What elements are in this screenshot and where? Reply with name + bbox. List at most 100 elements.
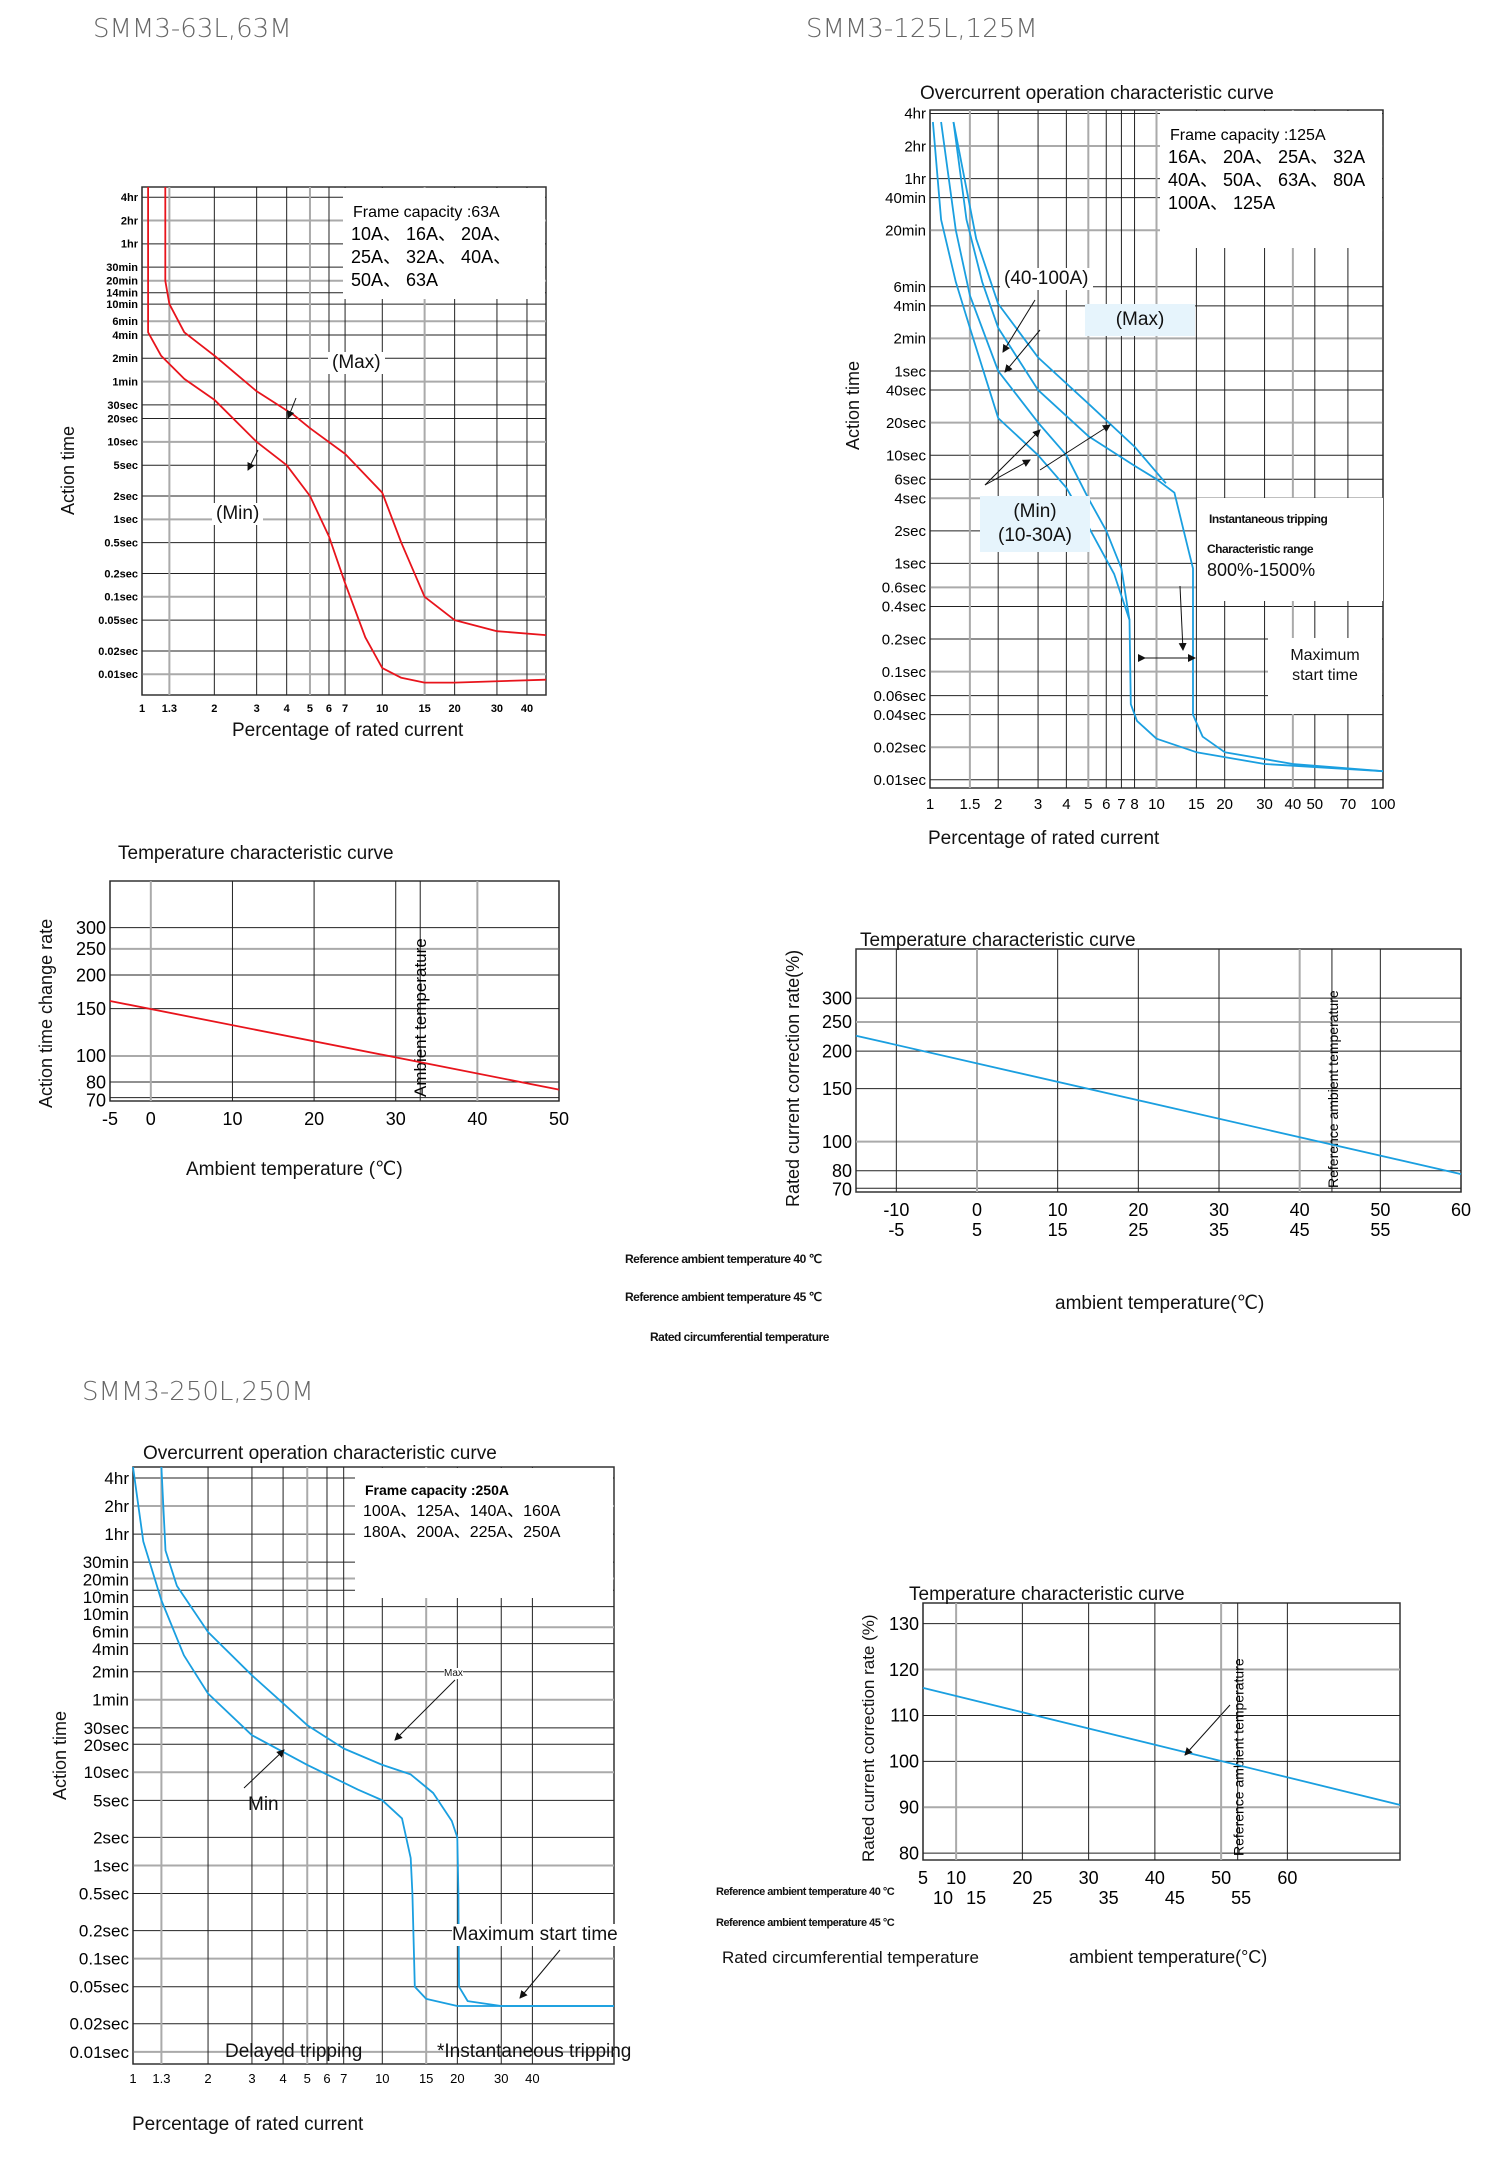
y-tick-label: 2sec xyxy=(114,491,138,503)
x-tick-label: 6 xyxy=(326,703,332,715)
c5-instant-label: *Instantaneous tripping xyxy=(437,2041,632,2062)
y-tick-label: 6min xyxy=(893,279,926,296)
reference-temperature-label: Reference ambient temperature xyxy=(1231,1658,1247,1856)
x-tick-label: 10 xyxy=(222,1109,242,1129)
x-tick-label: 2 xyxy=(994,796,1002,813)
y-tick-label: 4hr xyxy=(121,192,139,204)
y-tick-label: 300 xyxy=(822,988,852,1008)
frame-capacity-heading: Frame capacity :250A xyxy=(365,1482,509,1498)
x-tick-label: 15 xyxy=(418,703,430,715)
y-tick-label: 10min xyxy=(106,299,138,311)
x-tick-label-secondary: -5 xyxy=(888,1220,904,1240)
x-tick-label: 15 xyxy=(1188,796,1205,813)
c2-xlabel: Percentage of rated current xyxy=(928,828,1160,849)
x-tick-label: 0 xyxy=(146,1109,156,1129)
t3-series-0 xyxy=(922,1687,1401,1806)
x-tick-label: 7 xyxy=(342,703,348,715)
x-tick-label: 70 xyxy=(1340,796,1357,813)
c2-instant-box: Instantaneous tripping Characteristic ra… xyxy=(1197,498,1383,601)
t2-note-rated: Rated circumferential temperature xyxy=(650,1330,829,1344)
reference-temperature-label: Ambient temperature xyxy=(411,938,430,1097)
y-tick-label: 100 xyxy=(822,1132,852,1152)
y-tick-label: 0.02sec xyxy=(69,2015,129,2034)
t3-xlabel: ambient temperature(°C) xyxy=(1069,1947,1268,1967)
c5-delayed-label: Delayed tripping xyxy=(225,2041,363,2062)
x-tick-label: 6 xyxy=(1102,796,1110,813)
y-tick-label: 0.01sec xyxy=(873,772,926,789)
x-tick-label-secondary: 35 xyxy=(1099,1888,1119,1908)
x-tick-label: 4 xyxy=(279,2071,286,2086)
t1-title: Temperature characteristic curve xyxy=(118,843,394,864)
frame-capacity-heading: Frame capacity :125A xyxy=(1170,127,1326,144)
y-tick-label: 250 xyxy=(822,1012,852,1032)
y-tick-label: 20sec xyxy=(107,413,138,425)
c5-series-Min xyxy=(132,1466,614,2007)
frame-capacity-line: 40A、 50A、 63A、 80A xyxy=(1168,170,1365,190)
y-tick-label: 0.02sec xyxy=(873,739,926,756)
c2-min-text: (Min) xyxy=(1013,501,1057,522)
t2-ylabel: Rated current correction rate(%) xyxy=(783,949,803,1207)
y-tick-label: 2sec xyxy=(93,1828,129,1847)
x-tick-label: 5 xyxy=(307,703,313,715)
t2-series-0 xyxy=(855,1034,1462,1175)
x-tick-label: -10 xyxy=(883,1200,909,1220)
y-tick-label: 1min xyxy=(92,1691,129,1710)
c5-series-Max xyxy=(160,1466,614,2007)
t1-series-0 xyxy=(109,1000,560,1091)
y-tick-label: 0.01sec xyxy=(98,669,138,681)
c1-xlabel: Percentage of rated current xyxy=(232,720,464,741)
x-tick-label: 40 xyxy=(1290,1200,1310,1220)
y-tick-label: 300 xyxy=(76,918,106,938)
c1-series-(Max) xyxy=(164,187,547,636)
y-tick-label: 1sec xyxy=(93,1856,129,1875)
plot-frame xyxy=(855,948,1462,1193)
c2-series-2 xyxy=(952,121,1384,773)
y-tick-label: 4sec xyxy=(894,491,926,508)
x-tick-label: 2 xyxy=(211,703,217,715)
y-tick-label: 2hr xyxy=(121,215,139,227)
y-tick-label: 110 xyxy=(890,1706,919,1726)
y-tick-label: 0.2sec xyxy=(882,631,927,648)
y-tick-label: 2min xyxy=(893,331,926,348)
x-tick-label: 5 xyxy=(1084,796,1092,813)
c2-ylabel: Action time xyxy=(843,360,863,450)
y-tick-label: 30sec xyxy=(107,400,138,412)
y-tick-label: 4min xyxy=(92,1640,129,1659)
x-tick-label-secondary: 45 xyxy=(1290,1220,1310,1240)
x-tick-label: 30 xyxy=(491,703,503,715)
y-tick-label: 4min xyxy=(112,330,138,342)
frame-capacity-box xyxy=(355,1468,613,1598)
y-tick-label: 20sec xyxy=(84,1736,130,1755)
x-tick-label: 20 xyxy=(449,703,461,715)
x-tick-label-secondary: 5 xyxy=(972,1220,982,1240)
y-tick-label: 2hr xyxy=(104,1497,129,1516)
x-tick-label: 50 xyxy=(1370,1200,1390,1220)
model-title-125: SMM3-125L,125M xyxy=(806,14,1038,44)
frame-capacity-line: 180A、200A、225A、250A xyxy=(363,1524,561,1541)
frame-capacity-line: 100A、125A、140A、160A xyxy=(363,1503,561,1520)
c1-min-label: (Min) xyxy=(212,503,264,525)
frame-capacity-line: 16A、 20A、 25A、 32A xyxy=(1168,147,1365,167)
x-tick-label: 60 xyxy=(1277,1868,1297,1888)
y-tick-label: 10min xyxy=(83,1588,129,1607)
y-tick-label: 2sec xyxy=(894,523,926,540)
plot-frame xyxy=(109,880,560,1102)
x-tick-label: 1.3 xyxy=(162,703,177,715)
c5-title: Overcurrent operation characteristic cur… xyxy=(143,1443,497,1464)
y-tick-label: 20sec xyxy=(886,415,927,432)
c2-char-range-value: 800%-1500% xyxy=(1207,560,1316,580)
frame-capacity-box xyxy=(343,188,545,299)
y-tick-label: 0.02sec xyxy=(98,646,138,658)
y-tick-label: 6min xyxy=(112,316,138,328)
model-title-250: SMM3-250L,250M xyxy=(82,1377,314,1407)
x-tick-label-secondary: 35 xyxy=(1209,1220,1229,1240)
y-tick-label: 120 xyxy=(889,1660,919,1680)
frame-capacity-box xyxy=(1160,111,1382,248)
y-tick-label: 0.2sec xyxy=(79,1922,130,1941)
x-tick-label: 30 xyxy=(1079,1868,1099,1888)
y-tick-label: 90 xyxy=(899,1798,919,1818)
x-tick-label: 30 xyxy=(1209,1200,1229,1220)
y-tick-label: 80 xyxy=(832,1161,852,1181)
x-tick-label: 1 xyxy=(129,2071,136,2086)
